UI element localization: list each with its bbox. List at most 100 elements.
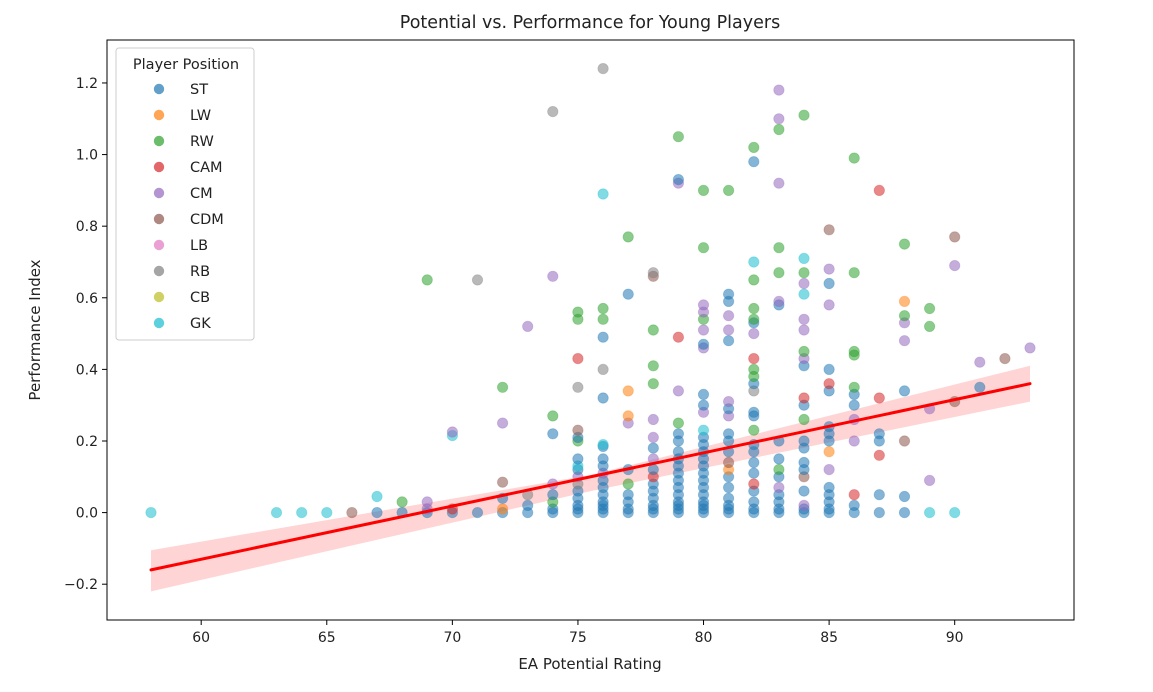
data-point [848,345,860,358]
data-point [748,141,760,153]
data-point [974,381,986,393]
data-point [672,131,685,143]
data-point [722,184,735,196]
data-point [572,453,584,465]
regression-line-group [149,382,1032,572]
data-point [898,310,911,322]
x-axis-title: EA Potential Rating [518,655,661,673]
data-point [722,288,735,300]
data-point [798,252,810,264]
data-point [346,506,358,519]
data-point [773,295,785,307]
legend-label: CM [190,186,213,202]
data-point [522,499,534,511]
x-tick-label: 90 [946,630,964,646]
y-tick-label: −0.2 [64,577,98,593]
data-point [722,324,735,336]
data-point [798,485,810,497]
data-point [672,428,685,440]
legend-label: RW [190,134,214,150]
data-point [547,270,559,282]
data-point [597,188,609,200]
data-point [597,62,609,75]
data-point [622,231,634,243]
legend: Player Position ST LW RW CAM CM CDM LB RB CB GK [115,47,255,341]
data-point [798,456,810,469]
data-point [748,352,760,365]
data-point [722,310,735,322]
data-point [823,363,835,375]
data-point [547,489,559,501]
data-point [823,378,835,390]
data-point [748,256,760,268]
chart-title: Potential vs. Performance for Young Play… [400,13,780,33]
data-point [773,123,785,136]
data-point [396,496,408,508]
data-point [773,267,785,279]
legend-marker [153,83,165,95]
data-point [597,302,609,315]
data-point [798,267,810,279]
data-point [496,476,509,488]
data-point [697,324,710,336]
data-point [923,302,936,315]
data-point [873,506,885,519]
y-axis-ticks: −0.2 0.0 0.2 0.4 0.6 0.8 1.0 1.2 [64,76,107,593]
data-point [823,224,835,236]
y-tick-label: 1.2 [76,76,98,92]
data-point [773,84,785,96]
data-point [823,446,835,458]
confidence-band-area [151,365,1030,592]
data-point [949,231,961,243]
data-point [873,449,885,461]
data-point [898,506,911,519]
data-point [622,385,634,397]
plot-frame [106,39,1075,621]
data-point [722,335,735,347]
data-point [923,474,936,486]
data-point [597,313,609,325]
data-point [697,184,710,196]
data-point [999,352,1011,365]
data-point [898,295,911,307]
data-point [773,453,785,465]
data-point [697,399,710,411]
data-point [748,467,760,479]
x-tick-label: 65 [318,630,336,646]
data-point [748,274,760,286]
data-point [949,506,961,519]
data-point [823,481,835,494]
data-point [873,392,885,404]
x-tick-label: 80 [695,630,713,646]
data-point [873,489,885,501]
data-point [798,288,810,300]
data-point [848,435,860,447]
data-point [823,263,835,275]
data-point [898,238,911,250]
data-point [622,410,634,422]
y-tick-label: 0.4 [76,362,98,378]
data-point [672,417,685,429]
data-point [421,274,433,286]
data-point [848,267,860,279]
data-point [722,492,735,504]
data-point [522,320,534,332]
data-point [798,313,810,325]
data-point [597,438,609,451]
x-tick-label: 85 [820,630,838,646]
legend-label: RB [190,264,210,280]
data-point [748,424,760,436]
data-point [672,385,685,397]
confidence-band [151,365,1030,592]
data-point [798,277,810,290]
data-point [496,417,509,429]
data-point [722,428,735,440]
data-point [572,381,584,393]
data-point [722,395,735,408]
data-point [572,424,584,436]
data-point [848,399,860,411]
data-point [923,320,936,332]
data-point [597,331,609,343]
legend-marker [153,161,165,173]
data-point [647,378,659,390]
